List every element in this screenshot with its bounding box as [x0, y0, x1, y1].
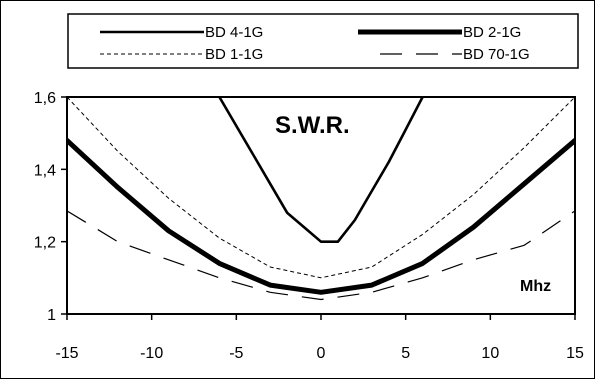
series-group [67, 97, 575, 301]
series-line-2 [67, 137, 575, 295]
legend-box [67, 13, 579, 69]
legend-label-1: BD 4-1G [205, 24, 263, 41]
legend: BD 4-1G BD 2-1G BD 1-1G BD 70-1G [67, 13, 579, 69]
x-tick-label: 0 [317, 345, 326, 362]
series-line-4 [67, 210, 575, 301]
series-line-1 [218, 97, 424, 243]
x-tick-label: -10 [140, 345, 163, 362]
legend-label-3: BD 1-1G [205, 46, 263, 63]
chart-title: S.W.R. [275, 112, 350, 139]
axes: -15 -10 -5 0 5 10 15 1 1,2 1,4 1,6 [34, 90, 584, 362]
legend-label-4: BD 70-1G [463, 46, 530, 63]
unit-label: Mhz [520, 278, 551, 295]
y-tick-label: 1,6 [34, 90, 56, 107]
y-tick-label: 1,4 [34, 162, 56, 179]
series-line-3 [67, 97, 575, 279]
x-tick-label: 10 [481, 345, 499, 362]
y-tick-label: 1 [47, 307, 56, 324]
y-tick-label: 1,2 [34, 235, 56, 252]
legend-label-2: BD 2-1G [463, 24, 521, 41]
x-tick-label: -15 [55, 345, 78, 362]
x-tick-label: 15 [566, 345, 584, 362]
x-tick-label: -5 [229, 345, 243, 362]
x-tick-label: 5 [401, 345, 410, 362]
